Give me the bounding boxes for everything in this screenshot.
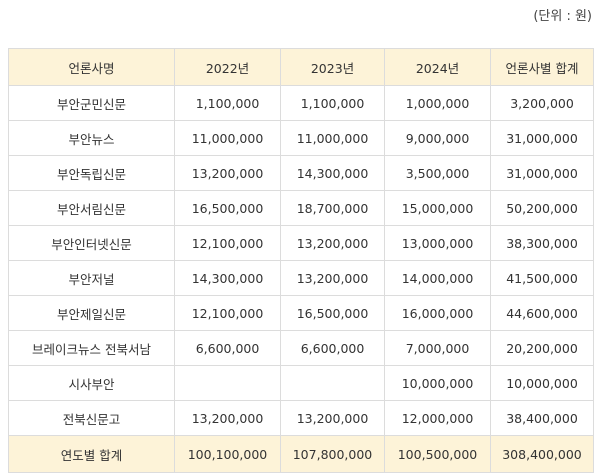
amount-2022-cell: 13,200,000 (174, 400, 281, 436)
media-name-cell: 부안저널 (8, 260, 175, 296)
media-name-cell: 부안뉴스 (8, 120, 175, 156)
media-name-cell: 부안독립신문 (8, 155, 175, 191)
media-total-cell: 10,000,000 (490, 365, 594, 401)
yearly-total-row: 연도별 합계 100,100,000 107,800,000 100,500,0… (8, 435, 594, 473)
amount-2022-cell: 6,600,000 (174, 330, 281, 366)
media-budget-table: 언론사명 2022년 2023년 2024년 언론사별 합계 부안군민신문 1,… (8, 48, 594, 473)
media-total-cell: 31,000,000 (490, 120, 594, 156)
media-total-cell: 3,200,000 (490, 85, 594, 121)
amount-2023-cell: 13,200,000 (280, 400, 385, 436)
amount-2024-cell: 13,000,000 (384, 225, 491, 261)
media-total-cell: 20,200,000 (490, 330, 594, 366)
media-name-cell: 전북신문고 (8, 400, 175, 436)
header-year-2024: 2024년 (384, 48, 491, 86)
table-row: 부안저널 14,300,000 13,200,000 14,000,000 41… (8, 260, 594, 296)
amount-2022-cell: 1,100,000 (174, 85, 281, 121)
yearly-total-2023: 107,800,000 (280, 435, 385, 473)
table-row: 부안독립신문 13,200,000 14,300,000 3,500,000 3… (8, 155, 594, 191)
amount-2023-cell (280, 365, 385, 401)
amount-2024-cell: 3,500,000 (384, 155, 491, 191)
amount-2024-cell: 12,000,000 (384, 400, 491, 436)
amount-2024-cell: 16,000,000 (384, 295, 491, 331)
header-media-total: 언론사별 합계 (490, 48, 594, 86)
header-media-name: 언론사명 (8, 48, 175, 86)
table-row: 부안제일신문 12,100,000 16,500,000 16,000,000 … (8, 295, 594, 331)
amount-2023-cell: 18,700,000 (280, 190, 385, 226)
table-row: 부안군민신문 1,100,000 1,100,000 1,000,000 3,2… (8, 85, 594, 121)
media-total-cell: 50,200,000 (490, 190, 594, 226)
table-row: 부안서림신문 16,500,000 18,700,000 15,000,000 … (8, 190, 594, 226)
amount-2024-cell: 9,000,000 (384, 120, 491, 156)
grand-total: 308,400,000 (490, 435, 594, 473)
yearly-total-2024: 100,500,000 (384, 435, 491, 473)
amount-2023-cell: 1,100,000 (280, 85, 385, 121)
media-name-cell: 브레이크뉴스 전북서남 (8, 330, 175, 366)
unit-note: (단위 : 원) (533, 9, 592, 24)
table-row: 부안인터넷신문 12,100,000 13,200,000 13,000,000… (8, 225, 594, 261)
amount-2022-cell: 12,100,000 (174, 295, 281, 331)
table-row: 전북신문고 13,200,000 13,200,000 12,000,000 3… (8, 400, 594, 436)
amount-2022-cell: 16,500,000 (174, 190, 281, 226)
amount-2022-cell: 11,000,000 (174, 120, 281, 156)
amount-2023-cell: 14,300,000 (280, 155, 385, 191)
table-header-row: 언론사명 2022년 2023년 2024년 언론사별 합계 (8, 48, 594, 86)
header-year-2023: 2023년 (280, 48, 385, 86)
media-name-cell: 부안인터넷신문 (8, 225, 175, 261)
amount-2024-cell: 7,000,000 (384, 330, 491, 366)
amount-2024-cell: 1,000,000 (384, 85, 491, 121)
amount-2024-cell: 10,000,000 (384, 365, 491, 401)
media-name-cell: 시사부안 (8, 365, 175, 401)
amount-2023-cell: 13,200,000 (280, 260, 385, 296)
amount-2022-cell: 13,200,000 (174, 155, 281, 191)
amount-2024-cell: 14,000,000 (384, 260, 491, 296)
amount-2023-cell: 13,200,000 (280, 225, 385, 261)
media-total-cell: 31,000,000 (490, 155, 594, 191)
amount-2023-cell: 6,600,000 (280, 330, 385, 366)
media-total-cell: 38,300,000 (490, 225, 594, 261)
table-row: 부안뉴스 11,000,000 11,000,000 9,000,000 31,… (8, 120, 594, 156)
table-row: 브레이크뉴스 전북서남 6,600,000 6,600,000 7,000,00… (8, 330, 594, 366)
header-year-2022: 2022년 (174, 48, 281, 86)
media-name-cell: 부안서림신문 (8, 190, 175, 226)
amount-2022-cell: 12,100,000 (174, 225, 281, 261)
media-total-cell: 38,400,000 (490, 400, 594, 436)
amount-2024-cell: 15,000,000 (384, 190, 491, 226)
media-total-cell: 41,500,000 (490, 260, 594, 296)
media-name-cell: 부안군민신문 (8, 85, 175, 121)
table-row: 시사부안 10,000,000 10,000,000 (8, 365, 594, 401)
amount-2022-cell: 14,300,000 (174, 260, 281, 296)
amount-2023-cell: 11,000,000 (280, 120, 385, 156)
yearly-total-label: 연도별 합계 (8, 435, 175, 473)
media-name-cell: 부안제일신문 (8, 295, 175, 331)
amount-2022-cell (174, 365, 281, 401)
media-total-cell: 44,600,000 (490, 295, 594, 331)
amount-2023-cell: 16,500,000 (280, 295, 385, 331)
yearly-total-2022: 100,100,000 (174, 435, 281, 473)
